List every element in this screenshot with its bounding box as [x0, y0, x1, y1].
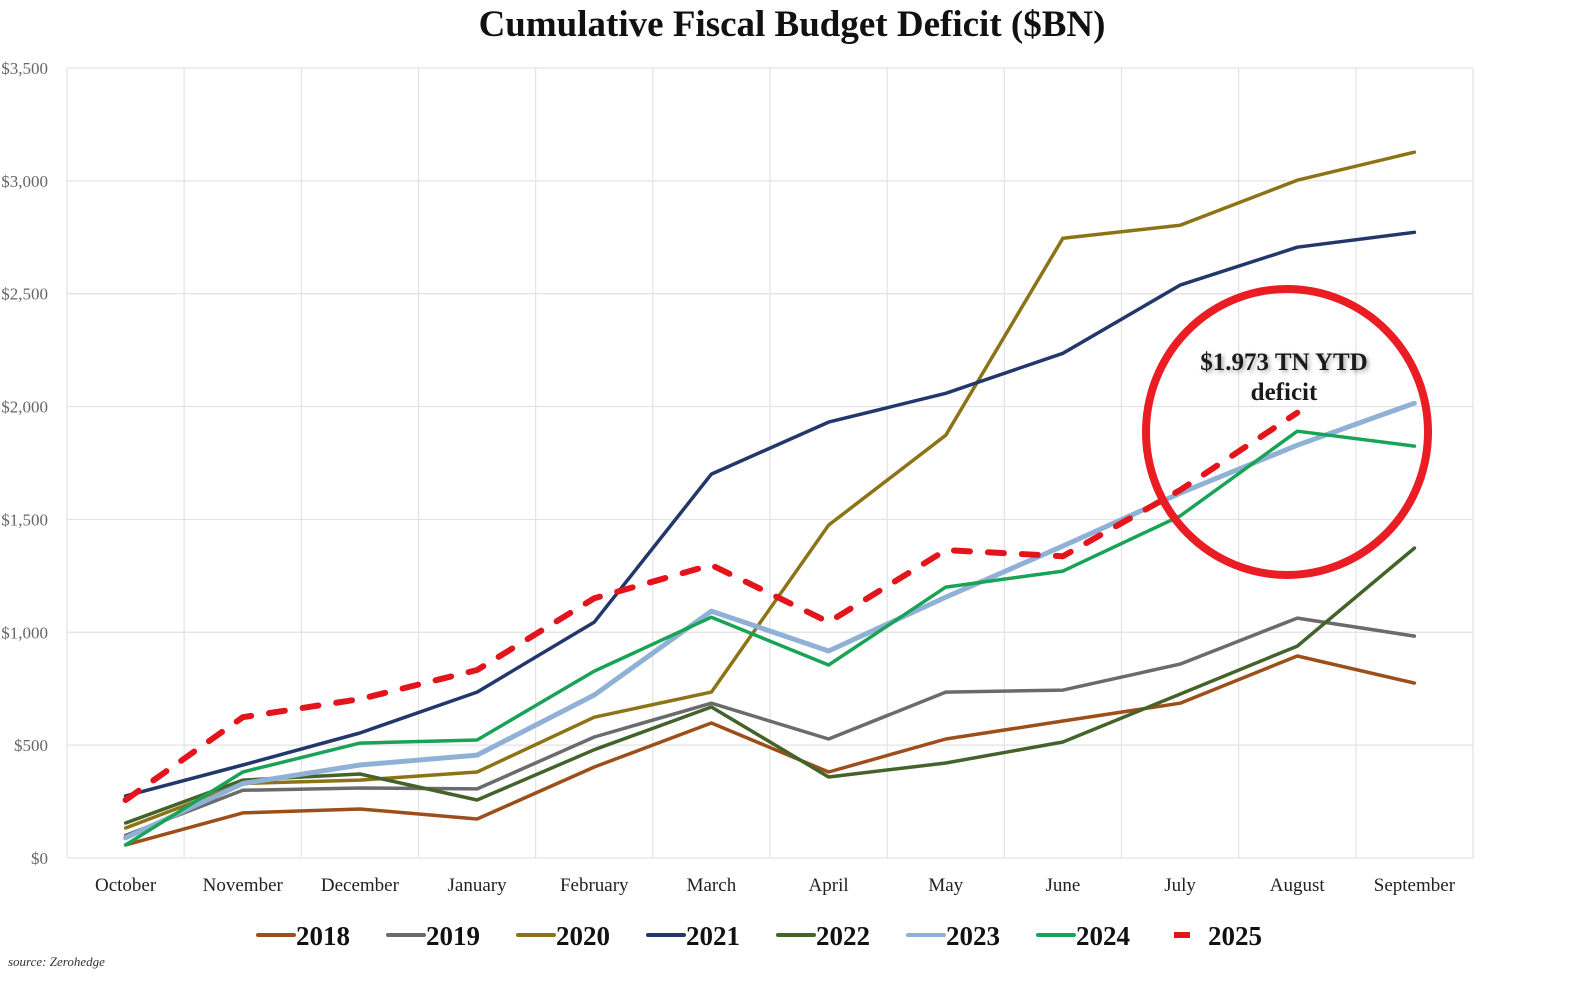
x-tick-label: February: [560, 875, 629, 896]
legend: 2018 2019 2020 2021 2022 2023 2024 2025: [256, 921, 1262, 951]
x-tick-label: July: [1164, 875, 1196, 896]
legend-label: 2021: [686, 921, 740, 951]
x-axis-ticks: October November December January February Ma…: [95, 875, 1456, 896]
y-tick-label: $500: [14, 736, 48, 755]
y-tick-label: $2,000: [1, 398, 48, 417]
legend-item-2021: 2021: [646, 921, 740, 951]
series-line-2022: [123, 546, 1417, 825]
y-tick-label: $2,500: [1, 285, 48, 304]
highlight-circle: [1142, 285, 1432, 579]
series-line-2019: [123, 616, 1417, 838]
legend-label: 2022: [816, 921, 870, 951]
x-tick-label: June: [1046, 875, 1081, 896]
x-tick-label: April: [809, 875, 849, 896]
legend-label: 2024: [1076, 921, 1130, 951]
legend-item-2020: 2020: [516, 921, 610, 951]
x-tick-label: September: [1374, 875, 1456, 896]
y-tick-label: $1,000: [1, 623, 48, 642]
series-line-2021: [123, 230, 1417, 798]
y-tick-label: $3,000: [1, 172, 48, 191]
y-tick-label: $0: [31, 849, 48, 868]
x-tick-label: January: [448, 875, 508, 896]
legend-label: 2019: [426, 921, 480, 951]
series-line-2020: [123, 150, 1417, 830]
series-lines: [122, 150, 1417, 847]
legend-item-2024: 2024: [1036, 921, 1130, 951]
legend-item-2019: 2019: [386, 921, 480, 951]
legend-item-2018: 2018: [256, 921, 350, 951]
annotation-line-2: deficit: [1251, 379, 1318, 406]
chart-title: Cumulative Fiscal Budget Deficit ($BN): [479, 4, 1106, 45]
grid: [66, 67, 1474, 859]
x-tick-label: May: [928, 875, 963, 896]
series-line-2025: [122, 409, 1301, 803]
x-tick-label: October: [95, 875, 157, 896]
legend-label: 2023: [946, 921, 1000, 951]
x-tick-label: December: [321, 875, 400, 896]
series-line-2024: [123, 429, 1417, 847]
legend-label: 2025: [1208, 921, 1262, 951]
y-axis-ticks: $0 $500 $1,000 $1,500 $2,000 $2,500 $3,000 $3,5…: [1, 59, 48, 868]
legend-item-2025: 2025: [1174, 921, 1262, 951]
source-note: source: Zerohedge: [8, 954, 105, 969]
series-line-2023: [123, 400, 1417, 841]
series-line-2018: [123, 654, 1417, 847]
y-tick-label: $3,500: [1, 59, 48, 78]
x-tick-label: November: [203, 875, 284, 896]
x-tick-label: March: [687, 875, 737, 896]
y-tick-label: $1,500: [1, 510, 48, 529]
legend-item-2022: 2022: [776, 921, 870, 951]
annotation: $1.973 TN YTD deficit: [1142, 285, 1432, 579]
annotation-line-1: $1.973 TN YTD: [1200, 349, 1367, 376]
legend-label: 2020: [556, 921, 610, 951]
x-tick-label: August: [1270, 875, 1326, 896]
legend-label: 2018: [296, 921, 350, 951]
legend-item-2023: 2023: [906, 921, 1000, 951]
